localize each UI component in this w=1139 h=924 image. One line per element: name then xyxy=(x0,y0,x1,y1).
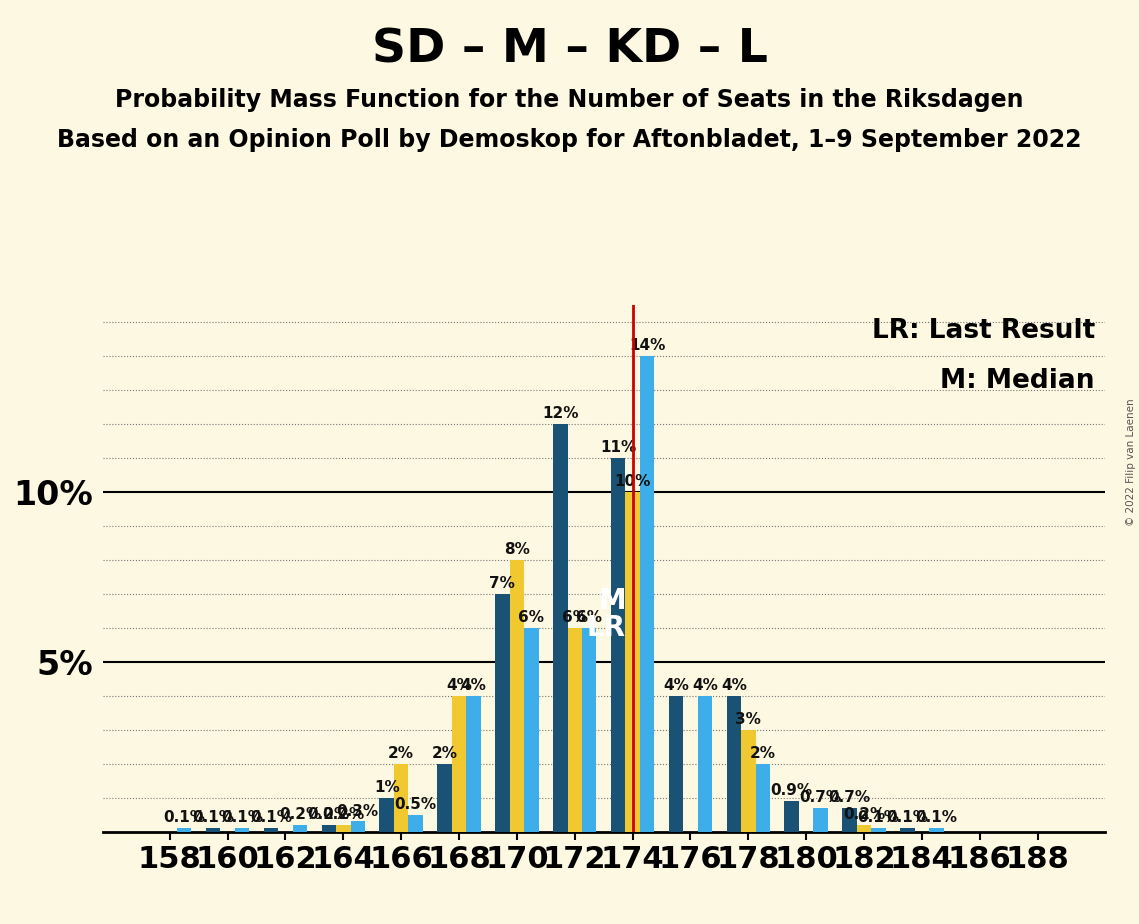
Text: 0.1%: 0.1% xyxy=(886,810,928,825)
Text: 10%: 10% xyxy=(614,474,650,489)
Text: 6%: 6% xyxy=(562,610,588,625)
Bar xyxy=(813,808,828,832)
Text: LR: LR xyxy=(587,614,625,642)
Bar xyxy=(394,763,409,832)
Text: 12%: 12% xyxy=(542,407,579,421)
Text: 0.1%: 0.1% xyxy=(192,810,235,825)
Text: 2%: 2% xyxy=(749,746,776,761)
Bar xyxy=(235,828,249,832)
Text: 0.3%: 0.3% xyxy=(337,804,379,819)
Text: LR: Last Result: LR: Last Result xyxy=(871,318,1095,344)
Bar xyxy=(929,828,943,832)
Bar xyxy=(379,797,394,832)
Bar xyxy=(843,808,857,832)
Text: 0.2%: 0.2% xyxy=(308,807,350,822)
Bar xyxy=(524,627,539,832)
Text: 0.9%: 0.9% xyxy=(771,784,813,798)
Bar xyxy=(640,356,654,832)
Bar xyxy=(698,696,712,832)
Text: 4%: 4% xyxy=(663,678,689,693)
Bar xyxy=(741,730,755,832)
Bar xyxy=(611,457,625,832)
Text: 4%: 4% xyxy=(446,678,472,693)
Bar xyxy=(554,424,567,832)
Bar xyxy=(509,560,524,832)
Text: SD – M – KD – L: SD – M – KD – L xyxy=(371,28,768,73)
Text: 8%: 8% xyxy=(503,542,530,557)
Text: M: M xyxy=(598,587,625,614)
Text: 6%: 6% xyxy=(518,610,544,625)
Text: 4%: 4% xyxy=(721,678,747,693)
Bar xyxy=(900,828,915,832)
Text: 4%: 4% xyxy=(460,678,486,693)
Bar xyxy=(727,696,741,832)
Text: 4%: 4% xyxy=(693,678,718,693)
Text: M: Median: M: Median xyxy=(941,368,1095,395)
Text: 11%: 11% xyxy=(600,440,637,456)
Text: 0.5%: 0.5% xyxy=(394,796,436,812)
Bar xyxy=(669,696,683,832)
Text: 0.7%: 0.7% xyxy=(828,790,870,805)
Text: 1%: 1% xyxy=(374,780,400,795)
Bar xyxy=(857,825,871,832)
Text: 0.1%: 0.1% xyxy=(221,810,263,825)
Text: 0.1%: 0.1% xyxy=(249,810,292,825)
Bar xyxy=(466,696,481,832)
Text: 0.1%: 0.1% xyxy=(163,810,205,825)
Text: 0.2%: 0.2% xyxy=(322,807,364,822)
Bar xyxy=(495,594,509,832)
Text: Probability Mass Function for the Number of Seats in the Riksdagen: Probability Mass Function for the Number… xyxy=(115,88,1024,112)
Bar xyxy=(206,828,220,832)
Bar xyxy=(264,828,278,832)
Bar xyxy=(452,696,466,832)
Text: Based on an Opinion Poll by Demoskop for Aftonbladet, 1–9 September 2022: Based on an Opinion Poll by Demoskop for… xyxy=(57,128,1082,152)
Text: 3%: 3% xyxy=(736,712,761,727)
Bar xyxy=(582,627,597,832)
Text: 0.1%: 0.1% xyxy=(858,810,900,825)
Bar xyxy=(351,821,364,832)
Text: 0.1%: 0.1% xyxy=(916,810,958,825)
Bar xyxy=(321,825,336,832)
Bar xyxy=(336,825,351,832)
Text: 14%: 14% xyxy=(629,338,665,353)
Text: 6%: 6% xyxy=(576,610,603,625)
Text: 0.7%: 0.7% xyxy=(800,790,842,805)
Text: 0.2%: 0.2% xyxy=(843,807,885,822)
Bar xyxy=(437,763,452,832)
Bar xyxy=(871,828,886,832)
Text: © 2022 Filip van Laenen: © 2022 Filip van Laenen xyxy=(1126,398,1136,526)
Bar xyxy=(755,763,770,832)
Text: 2%: 2% xyxy=(432,746,458,761)
Bar xyxy=(293,825,308,832)
Text: 2%: 2% xyxy=(388,746,415,761)
Bar xyxy=(177,828,191,832)
Bar xyxy=(567,627,582,832)
Text: 7%: 7% xyxy=(490,576,515,591)
Bar xyxy=(625,492,640,832)
Text: 0.2%: 0.2% xyxy=(279,807,321,822)
Bar xyxy=(785,801,798,832)
Bar xyxy=(409,815,423,832)
